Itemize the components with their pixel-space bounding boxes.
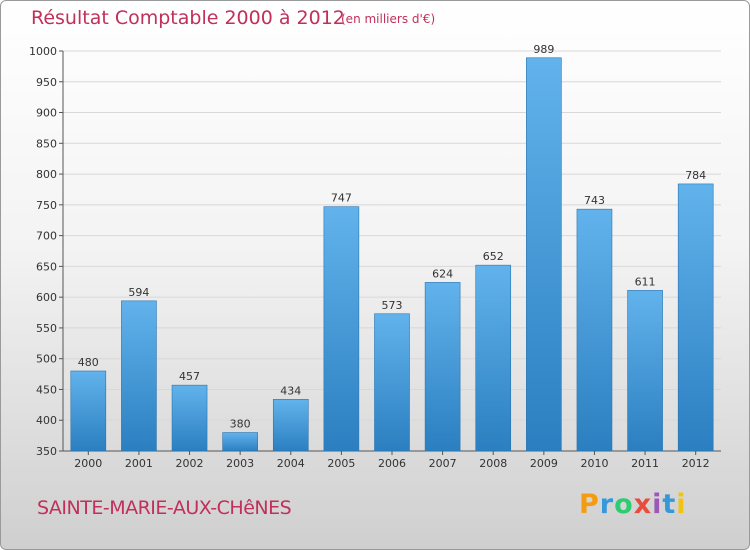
bar bbox=[171, 384, 208, 452]
bar bbox=[677, 183, 714, 452]
x-tick-label: 2011 bbox=[631, 457, 659, 470]
x-tick-label: 2008 bbox=[479, 457, 507, 470]
bar-value-label: 594 bbox=[128, 286, 149, 299]
bar bbox=[526, 57, 562, 452]
bar bbox=[70, 370, 107, 452]
bar bbox=[576, 208, 613, 452]
y-tick-label: 700 bbox=[36, 230, 57, 243]
bar bbox=[222, 432, 258, 452]
bar-value-label: 611 bbox=[635, 275, 656, 288]
x-tick-label: 2004 bbox=[277, 457, 305, 470]
chart-unit-note: (en milliers d'€) bbox=[341, 12, 436, 26]
bar-value-label: 784 bbox=[685, 169, 706, 182]
x-tick-label: 2000 bbox=[74, 457, 102, 470]
bar bbox=[475, 264, 512, 452]
bar-value-label: 457 bbox=[179, 370, 200, 383]
y-tick-label: 800 bbox=[36, 168, 57, 181]
chart-title: Résultat Comptable 2000 à 2012 bbox=[31, 7, 345, 29]
y-tick-label: 400 bbox=[36, 414, 57, 427]
bar bbox=[121, 300, 157, 452]
commune-name: SAINTE-MARIE-AUX-CHêNES bbox=[37, 497, 292, 519]
y-tick-label: 600 bbox=[36, 291, 57, 304]
logo-letter: t bbox=[662, 489, 677, 520]
bar-value-label: 624 bbox=[432, 267, 453, 280]
logo-letter: i bbox=[676, 489, 687, 520]
x-tick-label: 2006 bbox=[378, 457, 406, 470]
bar-value-label: 573 bbox=[382, 299, 403, 312]
bar bbox=[627, 290, 663, 452]
y-tick-label: 350 bbox=[36, 445, 57, 458]
bar bbox=[272, 399, 309, 452]
bar-value-label: 652 bbox=[483, 250, 504, 263]
x-tick-label: 2001 bbox=[125, 457, 153, 470]
bar-value-label: 380 bbox=[230, 418, 251, 431]
x-tick-label: 2003 bbox=[226, 457, 254, 470]
logo-letter: i bbox=[652, 489, 663, 520]
logo-letter: x bbox=[633, 489, 653, 520]
logo-letter: r bbox=[599, 489, 615, 520]
bar bbox=[323, 206, 360, 452]
y-tick-label: 650 bbox=[36, 260, 57, 273]
y-tick-label: 950 bbox=[36, 76, 57, 89]
y-tick-label: 900 bbox=[36, 107, 57, 120]
bar-value-label: 747 bbox=[331, 192, 352, 205]
y-tick-label: 1000 bbox=[29, 45, 57, 58]
x-tick-label: 2002 bbox=[176, 457, 204, 470]
x-tick-label: 2007 bbox=[429, 457, 457, 470]
bar bbox=[374, 313, 410, 452]
logo-letter: P bbox=[579, 489, 600, 520]
bar-value-label: 989 bbox=[533, 43, 554, 56]
y-tick-label: 750 bbox=[36, 199, 57, 212]
x-tick-label: 2009 bbox=[530, 457, 558, 470]
bar-value-label: 743 bbox=[584, 194, 605, 207]
logo-letter: o bbox=[614, 489, 634, 520]
y-tick-label: 550 bbox=[36, 322, 57, 335]
bar-value-label: 434 bbox=[280, 384, 301, 397]
x-tick-label: 2005 bbox=[327, 457, 355, 470]
proxiti-logo: Proxiti bbox=[579, 489, 687, 520]
bar-value-label: 480 bbox=[78, 356, 99, 369]
bar bbox=[424, 282, 461, 452]
y-tick-label: 450 bbox=[36, 383, 57, 396]
y-tick-label: 850 bbox=[36, 137, 57, 150]
x-tick-label: 2012 bbox=[682, 457, 710, 470]
y-tick-label: 500 bbox=[36, 353, 57, 366]
x-tick-label: 2010 bbox=[580, 457, 608, 470]
